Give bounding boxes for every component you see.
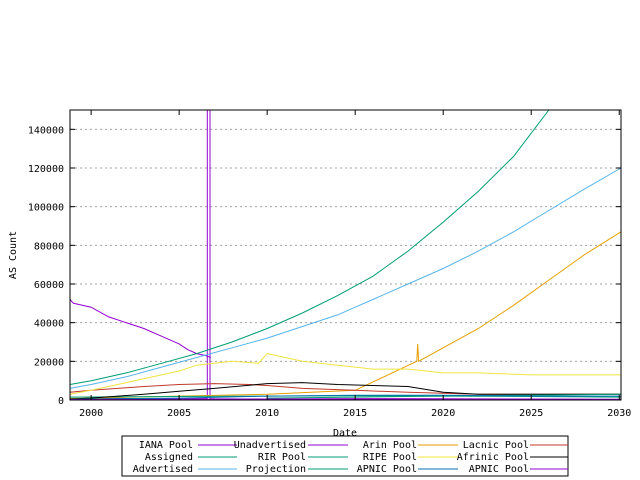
legend-label: Projection	[246, 464, 306, 475]
x-tick-label: 2010	[255, 408, 279, 419]
legend-label: APNIC Pool	[469, 464, 529, 475]
legend-label: RIPE Pool	[363, 452, 417, 463]
x-tick-label: 2000	[79, 408, 103, 419]
plot-frame	[69, 109, 622, 401]
series-lines	[69, 109, 622, 401]
legend-label: Assigned	[145, 452, 193, 463]
legend-label: Advertised	[133, 464, 193, 475]
y-tick-label: 120000	[28, 164, 64, 175]
series-line-10	[69, 394, 621, 400]
legend-label: APNIC Pool	[357, 464, 417, 475]
y-tick-label: 60000	[34, 280, 64, 291]
legend-label: Unadvertised	[234, 440, 306, 451]
series-line-2	[69, 231, 622, 399]
x-tick-label: 2025	[519, 408, 543, 419]
series-line-8	[69, 167, 622, 389]
legend-label: RIR Pool	[258, 452, 306, 463]
series-line-7	[69, 382, 621, 400]
grid-lines	[70, 128, 621, 362]
series-line-1	[69, 299, 211, 358]
y-tick-label: 140000	[28, 125, 64, 136]
series-line-6	[69, 353, 621, 395]
y-tick-label: 40000	[34, 319, 64, 330]
x-tick-label: 2030	[607, 408, 631, 419]
x-axis: 2000 2005 2010 2015 2020 2025 2030	[79, 110, 631, 419]
y-axis-label: AS Count	[8, 231, 19, 279]
x-tick-label: 2020	[431, 408, 455, 419]
series-line-4	[69, 109, 550, 385]
y-axis: 0 20000 40000 60000 80000 100000 120000 140000	[28, 125, 621, 407]
y-tick-label: 20000	[34, 357, 64, 368]
series-line-0	[73, 109, 620, 401]
x-tick-label: 2005	[167, 408, 191, 419]
x-axis-label: Date	[333, 428, 357, 439]
legend-label: Arin Pool	[363, 440, 417, 451]
y-tick-label: 80000	[34, 241, 64, 252]
y-tick-label: 0	[58, 396, 64, 407]
legend: IANA Pool Unadvertised Arin Pool Lacnic Poo…	[121, 435, 569, 477]
legend-label: IANA Pool	[139, 440, 193, 451]
legend-label: Afrinic Pool	[457, 452, 529, 463]
y-tick-label: 100000	[28, 203, 64, 214]
x-tick-label: 2015	[343, 408, 367, 419]
legend-label: Lacnic Pool	[463, 440, 529, 451]
